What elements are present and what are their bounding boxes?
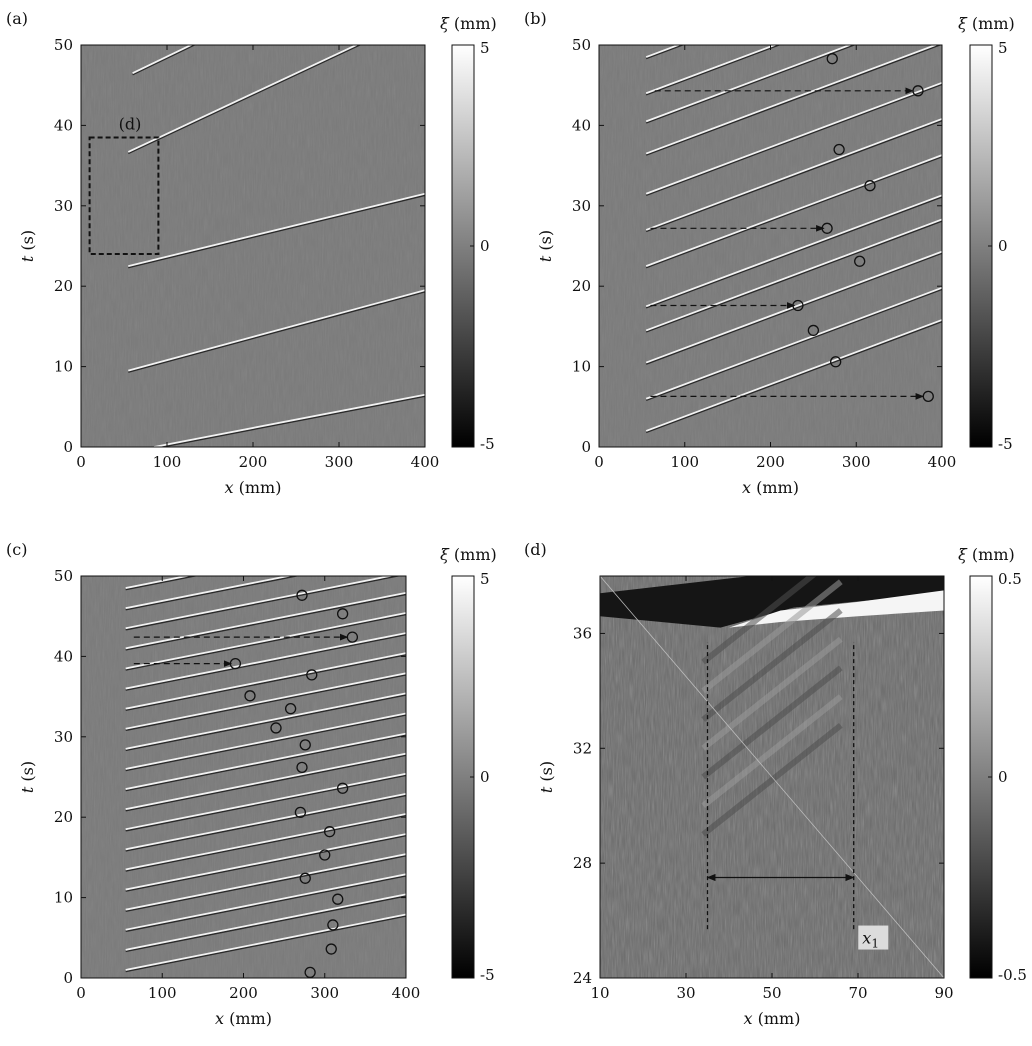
panel-label: (a) — [6, 9, 28, 28]
y-tick-label: 20 — [54, 808, 73, 826]
panel-b: 0 100 200 300 40001020304050x (mm)t (s)(b)50… — [524, 0, 1015, 497]
y-tick-label: 32 — [573, 739, 592, 757]
x-axis-var: x — [225, 478, 234, 497]
y-axis-unit: (s) — [537, 761, 556, 787]
x-tick-label: 200 — [239, 453, 268, 471]
y-tick-label: 50 — [54, 36, 73, 54]
colorbar-label: ξ (mm) — [440, 14, 497, 33]
x-tick-label: 300 — [310, 984, 339, 1002]
y-tick-label: 30 — [54, 728, 73, 746]
y-tick-label: 30 — [572, 197, 591, 215]
y-tick-label: 28 — [573, 854, 592, 872]
x-axis-label: x (mm) — [742, 478, 799, 497]
colorbar-unit: (mm) — [967, 14, 1015, 33]
y-tick-label: 10 — [572, 358, 591, 376]
heatmap-texture — [81, 45, 425, 447]
y-axis-unit: (s) — [536, 230, 555, 256]
x-axis-label: x (mm) — [744, 1009, 801, 1028]
colorbar-tick-label: 0 — [480, 768, 490, 786]
y-tick-label: 40 — [572, 116, 591, 134]
colorbar-tick-label: 0 — [998, 768, 1008, 786]
colorbar-tick-label: 5 — [480, 39, 490, 57]
panel-d: x 1 10 30 50 70 90 24 28 32 36 x (mm) t (s) (d) 0.5 0 -0… — [524, 540, 1027, 1028]
x1-label-subscript: 1 — [871, 937, 879, 951]
x-axis-label: x (mm) — [225, 478, 282, 497]
x-tick-label: 10 — [590, 984, 609, 1002]
y-axis-label: t (s) — [536, 230, 555, 262]
colorbar-tick-label: -0.5 — [998, 966, 1027, 984]
plot-area — [81, 533, 406, 978]
colorbar-tick-label: 5 — [480, 570, 490, 588]
heatmap-texture — [599, 45, 942, 447]
y-tick-label: 36 — [573, 624, 592, 642]
panel-label: (d) — [524, 540, 547, 559]
x-tick-label: 50 — [762, 984, 781, 1002]
x-axis-unit: (mm) — [234, 478, 282, 497]
x-axis-label: x (mm) — [215, 1009, 272, 1028]
colorbar-tick-label: -5 — [480, 435, 495, 453]
x-axis-unit: (mm) — [753, 1009, 801, 1028]
x-tick-label: 90 — [934, 984, 953, 1002]
y-tick-label: 40 — [54, 647, 73, 665]
plot-area — [81, 0, 425, 449]
colorbar-unit: (mm) — [967, 545, 1015, 564]
colorbar-tick-label: 0.5 — [998, 570, 1022, 588]
panel-label: (c) — [6, 540, 27, 559]
y-tick-label: 0 — [581, 438, 591, 456]
colorbar-unit: (mm) — [449, 545, 497, 564]
colorbar-tick-label: 0 — [998, 237, 1008, 255]
y-axis-label: t (s) — [537, 761, 556, 793]
y-tick-label: 40 — [54, 116, 73, 134]
y-axis-label: t (s) — [18, 761, 37, 793]
plot-area — [600, 553, 944, 978]
x-axis-var: x — [215, 1009, 224, 1028]
x-tick-label: 400 — [411, 453, 440, 471]
x-axis-var: x — [744, 1009, 753, 1028]
x-axis-unit: (mm) — [751, 478, 799, 497]
y-tick-label: 30 — [54, 197, 73, 215]
x-tick-label: 0 — [76, 984, 86, 1002]
x-tick-label: 200 — [229, 984, 258, 1002]
y-tick-label: 0 — [63, 438, 73, 456]
x-tick-label: 100 — [670, 453, 699, 471]
x-tick-label: 100 — [153, 453, 182, 471]
x-axis-unit: (mm) — [224, 1009, 272, 1028]
x-tick-label: 0 — [594, 453, 604, 471]
y-tick-label: 10 — [54, 358, 73, 376]
y-tick-label: 50 — [54, 567, 73, 585]
x-tick-label: 100 — [148, 984, 177, 1002]
x-axis-var: x — [742, 478, 751, 497]
y-tick-label: 10 — [54, 889, 73, 907]
y-tick-label: 0 — [63, 969, 73, 987]
y-axis-unit: (s) — [18, 761, 37, 787]
y-tick-label: 20 — [572, 277, 591, 295]
zoom-region-label: (d) — [119, 114, 142, 133]
y-tick-label: 24 — [573, 969, 592, 987]
x-tick-label: 300 — [842, 453, 871, 471]
colorbar-tick-label: -5 — [998, 435, 1013, 453]
colorbar-tick-label: 0 — [480, 237, 490, 255]
colorbar-label: ξ (mm) — [440, 545, 497, 564]
y-tick-label: 20 — [54, 277, 73, 295]
colorbar-label: ξ (mm) — [958, 14, 1015, 33]
colorbar-unit: (mm) — [449, 14, 497, 33]
x-tick-label: 400 — [392, 984, 421, 1002]
colorbar-tick-label: -5 — [480, 966, 495, 984]
y-axis-unit: (s) — [18, 230, 37, 256]
colorbar-label: ξ (mm) — [958, 545, 1015, 564]
x-tick-label: 30 — [676, 984, 695, 1002]
panel-label: (b) — [524, 9, 547, 28]
plot-area — [599, 0, 942, 447]
x-tick-label: 70 — [848, 984, 867, 1002]
y-tick-label: 50 — [572, 36, 591, 54]
x-tick-label: 400 — [928, 453, 957, 471]
x-tick-label: 0 — [76, 453, 86, 471]
y-axis-label: t (s) — [18, 230, 37, 262]
colorbar-tick-label: 5 — [998, 39, 1008, 57]
x-tick-label: 300 — [325, 453, 354, 471]
x-tick-label: 200 — [756, 453, 785, 471]
